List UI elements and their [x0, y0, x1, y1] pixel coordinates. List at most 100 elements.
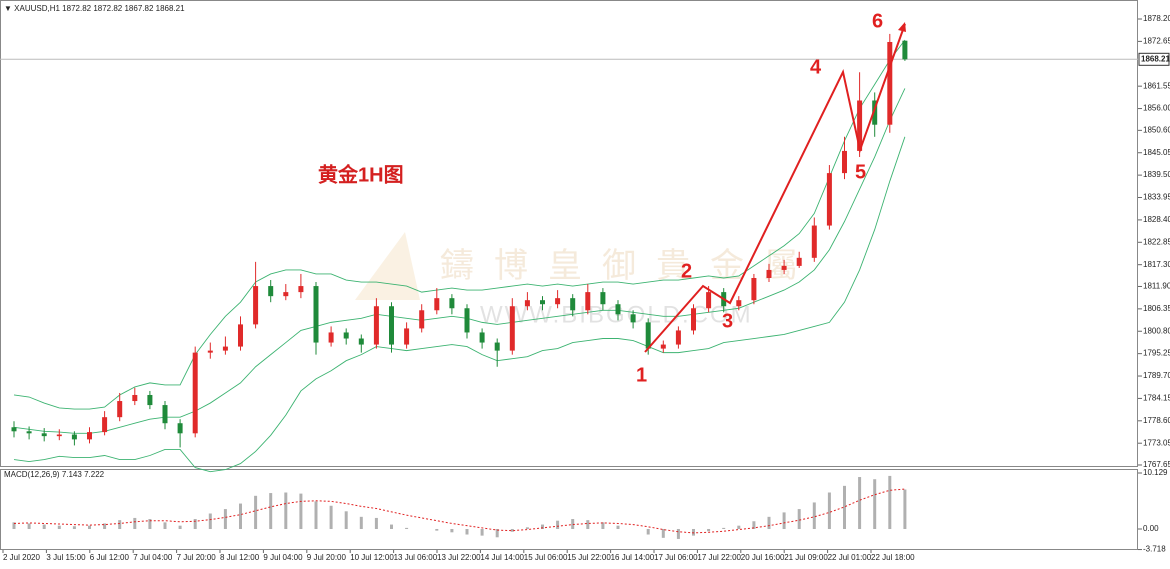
- current-price-label: 1868.21: [1141, 54, 1170, 63]
- y-tick-label: 1861.55: [1143, 81, 1170, 90]
- y-tick-label: 1833.95: [1143, 193, 1170, 202]
- x-tick-label: 14 Jul 14:00: [480, 553, 524, 562]
- candle-body: [283, 292, 289, 297]
- macd-bar: [12, 522, 16, 529]
- candle-body: [389, 306, 394, 345]
- header-high: 1872.82: [93, 4, 122, 13]
- y-tick-label: 1784.15: [1143, 394, 1170, 403]
- macd-bar: [661, 528, 665, 538]
- candle-body: [555, 298, 561, 305]
- candle-body: [691, 308, 696, 331]
- signal-value: 7.222: [84, 470, 105, 479]
- x-tick-label: 2 Jul 2020: [3, 553, 40, 562]
- band-line: [13, 136, 906, 473]
- candle-body: [87, 432, 92, 440]
- candle-body: [71, 434, 77, 440]
- candle-body: [253, 286, 259, 325]
- macd-bar: [118, 520, 122, 529]
- wave-label: 2: [681, 260, 692, 282]
- header-close: 1868.21: [156, 4, 185, 13]
- macd-bar: [752, 521, 756, 529]
- macd-bar: [344, 511, 348, 529]
- current-price-box: [1138, 52, 1170, 66]
- y-tick-label: 1872.65: [1143, 37, 1170, 46]
- candle-body: [887, 41, 893, 125]
- candle-body: [675, 330, 681, 345]
- x-tick-label: 3 Jul 15:00: [46, 553, 86, 562]
- candle-body: [328, 332, 334, 343]
- wave-arrow: [898, 22, 906, 32]
- x-tick-label: 10 Jul 12:00: [350, 553, 394, 562]
- candle-body: [645, 322, 651, 349]
- candle-body: [41, 433, 47, 437]
- x-tick-label: 21 Jul 09:00: [784, 553, 828, 562]
- macd-bar: [888, 475, 892, 529]
- wave-label: 5: [855, 161, 866, 183]
- macd-bar: [88, 525, 91, 529]
- y-tick-label: 10.129: [1143, 468, 1168, 477]
- candle-body: [842, 150, 847, 174]
- candle-body: [26, 431, 32, 434]
- candle-body: [509, 306, 515, 351]
- candle-body: [660, 344, 666, 349]
- macd-bar: [390, 524, 393, 529]
- y-tick-label: 1767.65: [1143, 460, 1170, 469]
- macd-bar: [405, 527, 409, 529]
- macd-bar: [450, 528, 454, 533]
- macd-bar: [163, 522, 167, 529]
- x-tick-label: 17 Jul 06:00: [654, 553, 698, 562]
- macd-bar: [767, 516, 771, 529]
- macd-bar: [692, 528, 695, 536]
- macd-value: 7.143: [62, 470, 83, 479]
- candle-body: [222, 346, 228, 351]
- macd-bar: [601, 522, 605, 529]
- candle-body: [56, 434, 62, 437]
- candle-body: [796, 257, 802, 266]
- macd-bar: [571, 519, 575, 529]
- macd-bar: [676, 528, 680, 539]
- macd-bar: [208, 513, 212, 529]
- candle-body: [434, 298, 440, 311]
- main-panel: [0, 0, 1138, 467]
- macd-bar: [722, 527, 726, 529]
- macd-bar: [707, 528, 711, 532]
- macd-bar: [148, 519, 152, 529]
- candle-body: [766, 269, 772, 278]
- macd-bar: [254, 495, 258, 529]
- macd-panel: [0, 469, 1138, 550]
- macd-label: MACD(12,26,9): [4, 470, 60, 479]
- macd-bar: [616, 525, 620, 529]
- macd-bar: [57, 525, 61, 529]
- candle-body: [615, 304, 621, 315]
- y-tick-label: -3.718: [1143, 545, 1166, 554]
- y-tick-label: 1828.40: [1143, 215, 1170, 224]
- wave-path: [644, 23, 906, 353]
- candle-body: [117, 401, 123, 418]
- macd-bar: [27, 523, 31, 529]
- annotation: 黄金1H图: [318, 162, 404, 186]
- y-tick-label: 1817.30: [1143, 260, 1170, 269]
- candle-body: [570, 298, 576, 311]
- macd-bar: [646, 528, 650, 535]
- symbol: ▼: [4, 4, 14, 13]
- x-tick-label: 22 Jul 01:00: [828, 553, 872, 562]
- x-tick-label: 15 Jul 06:00: [524, 553, 568, 562]
- y-tick-label: 1839.50: [1143, 170, 1170, 179]
- x-tick-label: 13 Jul 22:00: [437, 553, 481, 562]
- wave-label: 4: [810, 56, 822, 78]
- y-tick-label: 1800.80: [1143, 326, 1170, 335]
- candle-body: [313, 286, 319, 343]
- header-low: 1867.82: [124, 4, 153, 13]
- candle-body: [479, 332, 485, 343]
- x-tick-label: 22 Jul 18:00: [871, 553, 915, 562]
- macd-bar: [284, 492, 288, 529]
- macd-bar: [737, 525, 741, 529]
- macd-bar: [314, 501, 318, 529]
- header-open: 1872.82: [62, 4, 91, 13]
- macd-bar: [374, 517, 378, 529]
- macd-bar: [178, 525, 182, 529]
- x-tick-label: 9 Jul 04:00: [263, 553, 303, 562]
- candle-body: [524, 300, 530, 307]
